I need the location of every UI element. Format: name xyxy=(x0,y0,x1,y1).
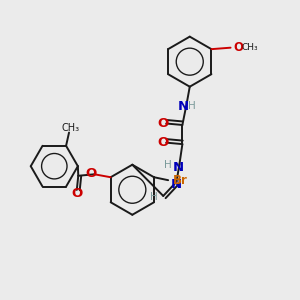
Text: N: N xyxy=(172,160,184,174)
Text: H: H xyxy=(150,192,158,202)
Text: N: N xyxy=(178,100,189,113)
Text: O: O xyxy=(157,117,168,130)
Text: N: N xyxy=(170,178,182,191)
Text: O: O xyxy=(85,167,97,180)
Text: O: O xyxy=(71,187,82,200)
Text: Br: Br xyxy=(172,174,188,187)
Text: CH₃: CH₃ xyxy=(242,43,258,52)
Text: H: H xyxy=(164,160,172,170)
Text: O: O xyxy=(233,41,244,54)
Text: CH₃: CH₃ xyxy=(61,123,79,134)
Text: O: O xyxy=(157,136,168,149)
Text: H: H xyxy=(188,101,195,111)
